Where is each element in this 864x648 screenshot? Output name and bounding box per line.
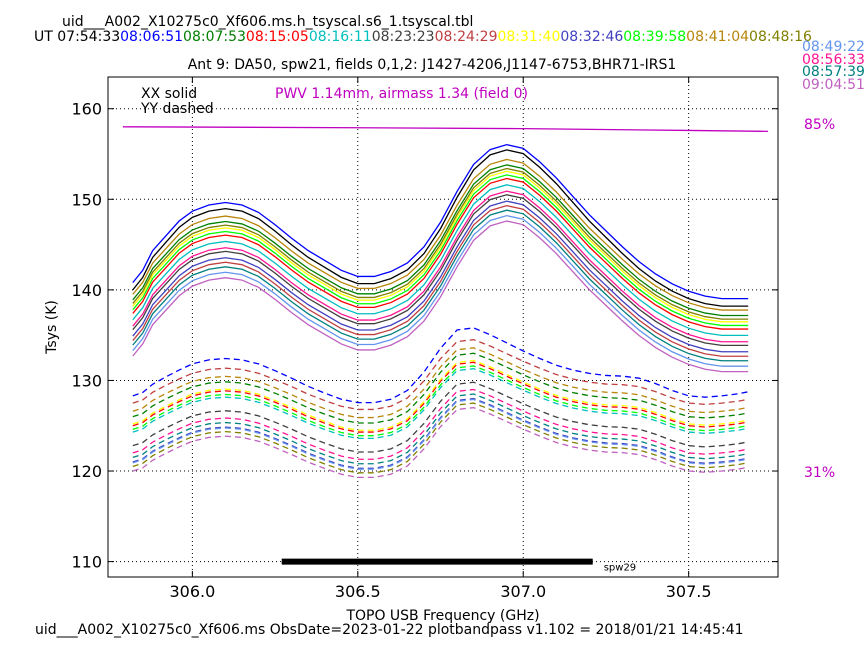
yy-series-line	[132, 361, 749, 433]
y-tick-label: 140	[71, 281, 102, 300]
plot-subtitle: Ant 9: DA50, spw21, fields 0,1,2: J1427-…	[187, 57, 677, 73]
atm-transmission-line	[122, 126, 769, 132]
x-tick-label: 307.5	[666, 582, 712, 601]
ut-time: 08:48:16	[749, 29, 812, 45]
x-axis-label: TOPO USB Frequency (GHz)	[345, 608, 539, 624]
ut-time: 08:49:22	[802, 39, 864, 55]
ut-time: 09:04:51	[802, 76, 864, 93]
xx-series-line	[132, 170, 749, 323]
xx-series-line	[132, 177, 749, 330]
ut-time: 08:24:29	[434, 29, 498, 45]
xx-series-line	[132, 149, 749, 307]
legend-solid: XX solid	[141, 86, 197, 102]
ut-time: 08:31:40	[497, 29, 561, 45]
xx-series-line	[132, 214, 749, 367]
ut-time: 08:41:04	[686, 29, 750, 45]
xx-series-line	[132, 184, 749, 337]
yy-series-line	[132, 347, 749, 419]
spw-bar-label: spw29	[604, 563, 636, 574]
yy-series-line	[132, 365, 749, 437]
x-tick-label: 307.0	[500, 582, 546, 601]
yy-series-line	[132, 402, 749, 474]
plot-frame	[107, 76, 779, 578]
xx-series-line	[132, 204, 749, 357]
yy-series-line	[132, 359, 749, 431]
xx-series-line	[132, 167, 749, 320]
yy-series-line	[132, 339, 749, 411]
ut-time: 08:15:05	[245, 29, 309, 45]
xx-series-line	[132, 200, 749, 353]
ut-times-right: 08:49:22 08:56:33 08:57:39 09:04:51	[802, 39, 864, 93]
ut-time: 07:54:33	[57, 29, 121, 45]
yy-series-line	[132, 327, 749, 404]
x-tick-label: 306.5	[335, 582, 381, 601]
ut-time: 08:23:23	[371, 29, 435, 45]
footer-info: uid___A002_X10275c0_Xf606.ms ObsDate=202…	[35, 622, 744, 638]
xx-series-line	[132, 174, 749, 327]
y-tick-label: 150	[71, 190, 102, 209]
yy-series-line	[132, 393, 749, 465]
ut-label: UT	[34, 29, 58, 45]
xx-series-line	[132, 143, 749, 300]
y-tick-label: 130	[71, 371, 102, 390]
xx-series-line	[132, 158, 749, 311]
y-axis-label: Tsys (K)	[44, 300, 60, 355]
yy-series-line	[132, 397, 749, 469]
yy-series-line	[132, 352, 749, 424]
yy-series-line	[132, 388, 749, 460]
yy-series-line	[132, 368, 749, 440]
ut-time: 08:57:39	[802, 64, 864, 80]
ut-time: 08:56:33	[802, 51, 864, 68]
xx-series-line	[132, 194, 749, 347]
xx-series-line	[132, 209, 749, 362]
x-tick-label: 306.0	[169, 582, 215, 601]
xx-series-line	[132, 164, 749, 317]
y-tick-label: 110	[71, 553, 102, 572]
y-tick-label: 120	[71, 462, 102, 481]
plot-title: uid___A002_X10275c0_Xf606.ms.h_tsyscal.s…	[62, 14, 474, 30]
ut-time: 08:32:46	[560, 29, 624, 45]
ut-time: 08:06:51	[120, 29, 184, 45]
pwv-annotation: PWV 1.14mm, airmass 1.34 (field 0)	[275, 86, 528, 102]
legend-dashed: YY dashed	[140, 101, 214, 117]
xx-series-line	[132, 220, 749, 373]
yy-series-line	[132, 381, 749, 453]
ut-time: 08:07:53	[183, 29, 246, 45]
ut-times-row: UT 07:54:3308:06:5108:07:5308:15:0508:16…	[34, 29, 812, 45]
yy-series-line	[132, 406, 749, 479]
ut-time: 08:16:11	[308, 29, 372, 45]
xx-series-line	[132, 190, 749, 343]
ut-time: 08:39:58	[623, 29, 687, 45]
atm-scale-high: 85%	[804, 117, 835, 133]
y-tick-label: 160	[71, 100, 102, 119]
atm-scale-low: 31%	[804, 465, 835, 481]
yy-series-line	[132, 398, 749, 470]
